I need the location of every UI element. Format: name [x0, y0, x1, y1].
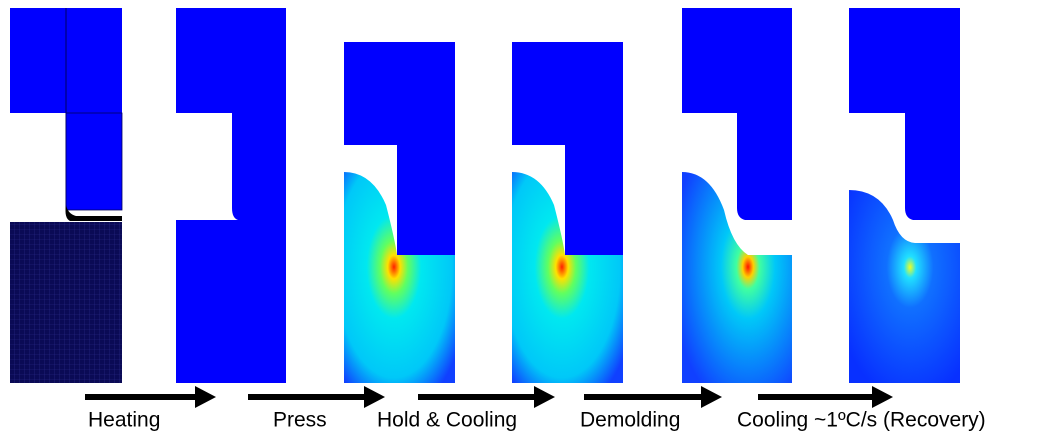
mold-upper — [849, 8, 960, 220]
page: Heating Press Hold & Cooling Demolding C… — [0, 0, 1064, 438]
panel-recovery — [849, 8, 960, 383]
mold-shape — [176, 8, 286, 383]
step-label: Cooling ~1ºC/s (Recovery) — [737, 409, 986, 432]
diagram: Heating Press Hold & Cooling Demolding C… — [0, 0, 1064, 438]
step-label: Press — [273, 409, 327, 432]
step-label: Demolding — [580, 409, 680, 432]
panel-hold — [344, 42, 455, 383]
arrows — [85, 386, 893, 408]
arrow — [758, 386, 893, 408]
panel-cooling — [512, 42, 623, 383]
arrow — [248, 386, 385, 408]
panel-heating — [10, 8, 122, 383]
arrow — [85, 386, 216, 408]
mold-punch — [66, 113, 122, 210]
step-label: Heating — [88, 409, 160, 432]
step-label: Hold & Cooling — [377, 409, 517, 432]
glass-mesh — [10, 222, 122, 383]
panel-demolding — [682, 8, 792, 383]
panel-press — [176, 8, 286, 383]
arrow — [584, 386, 722, 408]
arrow — [418, 386, 555, 408]
